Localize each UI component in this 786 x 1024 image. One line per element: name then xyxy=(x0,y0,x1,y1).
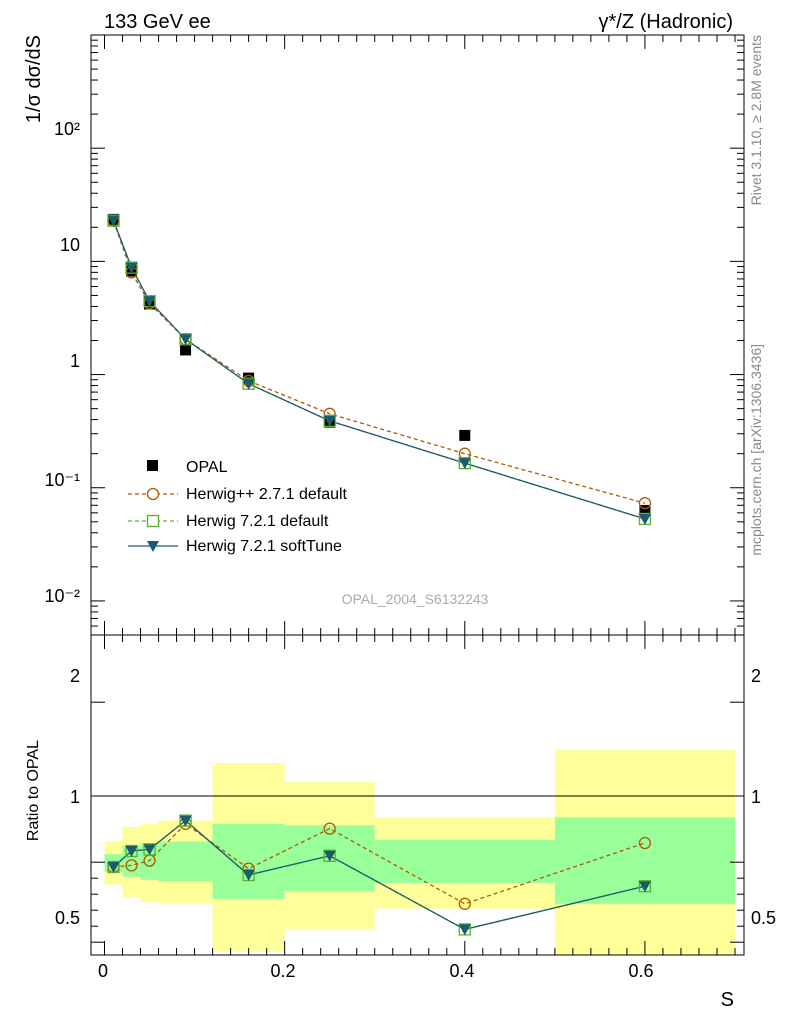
upper-plot: 10⁻² 10⁻¹ 1 10 10² xyxy=(44,34,745,636)
upper-ytick-labels: 10⁻² 10⁻¹ 1 10 10² xyxy=(44,119,80,606)
h7soft-point xyxy=(179,815,192,827)
h7soft-point xyxy=(179,334,192,346)
legend-label: Herwig++ 2.7.1 default xyxy=(186,486,348,503)
hpp-point xyxy=(458,897,471,910)
xtick-label: 0.6 xyxy=(628,961,653,981)
h7soft-point xyxy=(323,415,336,427)
h7soft-point xyxy=(125,846,138,857)
lower-frame xyxy=(90,634,745,956)
h7soft-point xyxy=(107,862,120,873)
xtick-label: 0.2 xyxy=(270,961,295,981)
hpp-point xyxy=(125,859,138,872)
hpp-point xyxy=(638,497,652,510)
ytick-label-right: 1 xyxy=(751,787,761,807)
ytick-label: 0.5 xyxy=(55,908,80,928)
series-line xyxy=(112,220,646,504)
lower-series xyxy=(107,814,652,936)
ytick-label: 10² xyxy=(54,119,80,139)
h7soft-point xyxy=(242,870,255,881)
opal-point xyxy=(180,344,192,356)
legend-marker-h7soft xyxy=(147,541,159,552)
header-right: γ*/Z (Hadronic) xyxy=(599,11,733,33)
ytick-label-right: 0.5 xyxy=(751,908,776,928)
legend: OPAL Herwig++ 2.7.1 default Herwig 7.2.1… xyxy=(128,459,348,555)
ratio-bands xyxy=(104,750,735,955)
legend-label: OPAL xyxy=(186,459,228,476)
opal-point xyxy=(639,504,651,516)
band-green xyxy=(140,843,159,880)
band-green xyxy=(212,823,285,899)
h7soft-point xyxy=(107,215,120,227)
h7soft-point xyxy=(638,881,651,893)
ytick-label: 10 xyxy=(60,235,80,255)
upper-ylabel: 1/σ dσ/dS xyxy=(23,35,45,123)
band-green xyxy=(374,839,555,883)
x-axis-label: S xyxy=(721,989,734,1011)
h7soft-point xyxy=(143,296,156,308)
legend-marker-h7def xyxy=(146,514,160,528)
legend-label: Herwig 7.2.1 default xyxy=(186,513,329,530)
h7soft-point xyxy=(638,513,651,525)
h7soft-point xyxy=(242,378,255,390)
ytick-label: 2 xyxy=(70,666,80,686)
ratio-line xyxy=(113,822,646,905)
ytick-label: 10⁻² xyxy=(44,586,80,606)
legend-marker-opal xyxy=(147,460,158,471)
ytick-label: 1 xyxy=(70,787,80,807)
ytick-label: 1 xyxy=(70,351,80,371)
lower-ytick-labels-left: 0.5 1 2 xyxy=(55,666,80,928)
opal-point xyxy=(459,429,471,441)
header-left: 133 GeV ee xyxy=(104,11,211,33)
ytick-label-right: 2 xyxy=(751,666,761,686)
lower-ticks xyxy=(91,635,744,955)
ytick-label: 10⁻¹ xyxy=(44,470,80,490)
h7soft-point xyxy=(323,850,336,862)
lower-ylabel: Ratio to OPAL xyxy=(25,740,42,841)
h7soft-point xyxy=(125,262,138,274)
xtick-label: 0.4 xyxy=(449,961,474,981)
legend-label: Herwig 7.2.1 softTune xyxy=(186,538,342,555)
h7soft-point xyxy=(143,844,156,856)
legend-marker-hpp xyxy=(146,487,160,501)
hpp-point xyxy=(638,836,652,850)
upper-series xyxy=(107,213,652,526)
rivet-label: Rivet 3.1.10, ≥ 2.8M events xyxy=(748,35,764,205)
mcplots-label: mcplots.cern.ch [arXiv:1306.3436] xyxy=(748,344,764,556)
lower-plot: 0.5 1 2 0.5 1 2 0 0.2 0.4 0.6 xyxy=(55,634,776,981)
xtick-labels: 0 0.2 0.4 0.6 xyxy=(98,961,654,981)
band-green xyxy=(158,841,213,882)
lower-ytick-labels-right: 0.5 1 2 xyxy=(751,666,776,928)
hpp-point xyxy=(323,822,336,835)
watermark: OPAL_2004_S6132243 xyxy=(342,591,489,607)
xtick-label: 0 xyxy=(98,961,108,981)
h7soft-point xyxy=(458,458,471,470)
h7soft-point xyxy=(458,924,471,936)
upper-ticks xyxy=(91,34,744,636)
